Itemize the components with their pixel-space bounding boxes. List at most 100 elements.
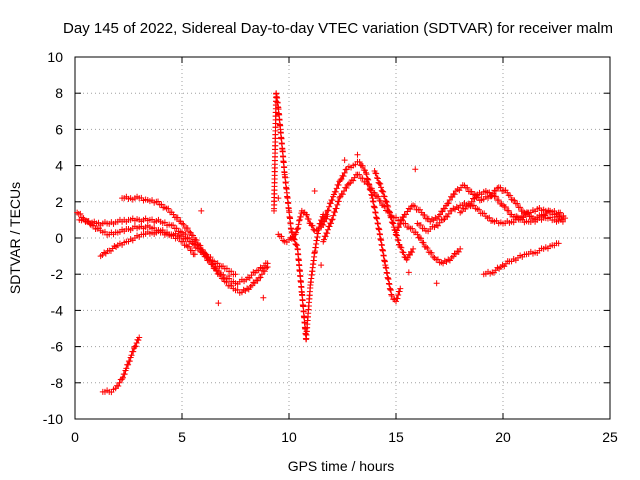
data-point xyxy=(376,180,383,187)
data-point xyxy=(441,205,448,212)
data-point xyxy=(409,249,416,256)
data-point xyxy=(375,193,382,200)
data-point xyxy=(293,242,300,249)
data-point xyxy=(467,202,474,209)
data-point xyxy=(223,279,230,286)
data-point xyxy=(207,257,214,264)
data-point xyxy=(388,292,395,299)
data-point xyxy=(514,200,521,207)
data-point xyxy=(341,169,348,176)
data-point xyxy=(380,193,387,200)
data-point xyxy=(254,277,261,284)
data-point xyxy=(119,376,126,383)
data-point xyxy=(329,216,336,223)
data-point xyxy=(388,219,395,226)
data-point xyxy=(296,216,303,223)
data-point xyxy=(407,206,414,213)
data-point xyxy=(321,214,328,221)
data-point-outlier xyxy=(412,166,419,173)
x-tick-label: 5 xyxy=(178,429,186,445)
y-tick-label: -10 xyxy=(43,411,63,427)
data-point xyxy=(294,225,301,232)
x-tick-label: 20 xyxy=(495,429,511,445)
data-point xyxy=(389,219,396,226)
data-point xyxy=(410,245,417,252)
data-point xyxy=(174,214,181,221)
data-point xyxy=(363,169,370,176)
data-point xyxy=(398,244,405,251)
data-point xyxy=(293,241,300,248)
data-point xyxy=(505,207,512,214)
data-point xyxy=(186,228,193,235)
data-point xyxy=(495,197,502,204)
data-point xyxy=(176,235,183,241)
data-point xyxy=(464,184,471,191)
data-point xyxy=(303,211,310,218)
data-point xyxy=(385,203,392,210)
data-point xyxy=(393,232,400,239)
data-point xyxy=(387,209,394,216)
data-point xyxy=(158,201,165,208)
data-point xyxy=(165,205,172,212)
x-axis-label: GPS time / hours xyxy=(288,458,395,474)
data-point xyxy=(455,248,462,255)
data-point xyxy=(209,261,216,268)
data-point xyxy=(444,213,451,220)
x-tick-label: 25 xyxy=(602,429,618,445)
data-point xyxy=(186,234,193,241)
data-point xyxy=(394,232,401,239)
data-point xyxy=(191,251,198,258)
y-tick-label: 4 xyxy=(55,158,63,174)
data-point xyxy=(397,220,404,227)
data-point xyxy=(507,192,514,199)
data-point xyxy=(557,209,564,216)
data-point xyxy=(297,213,304,220)
axis-ticks xyxy=(74,56,611,420)
data-point xyxy=(356,171,363,178)
data-point xyxy=(350,177,357,184)
data-point xyxy=(400,249,407,256)
data-point xyxy=(428,249,435,256)
y-axis-label: SDTVAR / TECUs xyxy=(7,182,23,294)
data-point xyxy=(329,197,336,204)
data-point-outlier xyxy=(226,273,233,280)
data-point xyxy=(217,271,224,278)
chart-title: Day 145 of 2022, Sidereal Day-to-day VTE… xyxy=(63,20,613,37)
data-point xyxy=(337,177,344,184)
data-point xyxy=(451,191,458,198)
data-point xyxy=(324,226,331,233)
data-point xyxy=(383,198,390,205)
y-tick-label: -2 xyxy=(51,266,64,282)
data-point xyxy=(511,197,518,204)
data-point xyxy=(325,207,332,214)
data-point-outlier xyxy=(198,207,205,214)
data-point-outlier xyxy=(311,187,318,194)
data-point xyxy=(264,263,271,270)
data-point xyxy=(290,233,297,240)
data-point xyxy=(381,193,388,200)
data-point xyxy=(421,211,428,218)
data-point xyxy=(130,348,137,355)
data-point xyxy=(414,231,421,238)
data-point xyxy=(119,374,126,381)
data-point xyxy=(517,204,524,211)
data-point xyxy=(380,188,387,195)
data-point xyxy=(322,233,329,240)
data-point xyxy=(395,241,402,248)
data-point xyxy=(339,191,346,198)
data-point xyxy=(188,247,195,254)
data-point xyxy=(391,226,398,233)
y-tick-labels: -10 -8 -6 -4 -2 0 2 4 6 8 10 xyxy=(43,49,63,427)
data-point xyxy=(321,236,328,243)
data-point xyxy=(324,207,331,214)
data-point xyxy=(170,232,177,239)
data-point xyxy=(331,209,338,216)
data-point xyxy=(290,236,297,243)
data-point xyxy=(232,271,239,278)
data-point xyxy=(309,222,316,229)
data-point xyxy=(556,213,563,220)
data-point xyxy=(471,195,478,202)
data-point xyxy=(334,201,341,208)
data-point xyxy=(197,242,204,249)
